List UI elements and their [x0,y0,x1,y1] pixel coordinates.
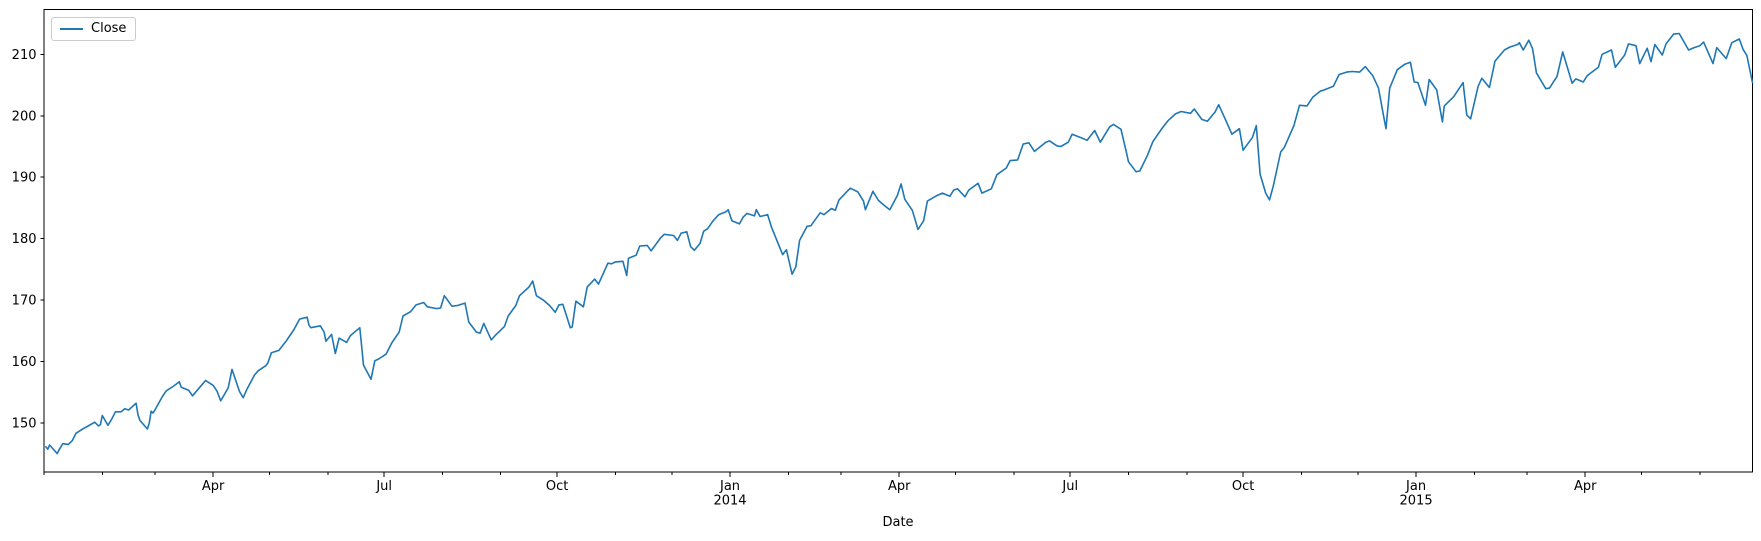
x-tick-year-label: 2014 [713,494,746,509]
x-axis-title: Date [882,515,914,530]
x-tick-year-label: 2015 [1400,494,1433,509]
x-tick-label: Apr [1574,479,1597,494]
y-tick-label: 210 [12,48,37,63]
y-tick-label: 200 [12,109,37,124]
y-tick-label: 190 [12,171,37,186]
y-tick-label: 180 [12,232,37,247]
legend-label-close: Close [91,21,127,36]
close-series-color-swatch [60,28,83,30]
x-tick-label: Jan [719,479,740,494]
x-tick-label: Apr [202,479,225,494]
y-tick-label: 160 [12,355,37,370]
x-tick-label: Oct [546,479,568,494]
y-tick-label: 150 [12,416,37,431]
close-line-series [45,32,1754,455]
x-tick-label: Jan [1405,479,1426,494]
x-tick-label: Apr [888,479,911,494]
x-tick-label: Oct [1232,479,1254,494]
x-tick-label: Jul [1061,479,1078,494]
x-tick-label: Jul [375,479,392,494]
legend: Close [51,17,137,41]
plot-border [43,9,1753,473]
y-tick-label: 170 [12,294,37,309]
